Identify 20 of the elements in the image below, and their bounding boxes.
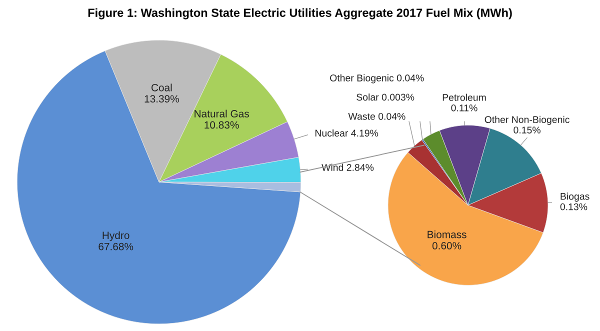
data-label: 0.15% [514, 126, 540, 134]
slice-label: Natural Gas [194, 110, 249, 118]
data-label: 13.39% [144, 95, 179, 103]
data-label: 67.68% [98, 242, 134, 250]
slice-label: Biomass [428, 230, 466, 238]
data-label: 0.60% [432, 242, 462, 250]
slice-label: Petroleum [442, 94, 486, 101]
slice-label: Waste 0.04% [348, 112, 406, 120]
data-label: 0.11% [451, 104, 478, 112]
slice-label: Solar 0.003% [356, 93, 414, 101]
slice-label: Nuclear 4.19% [315, 129, 378, 137]
data-label: 0.13% [560, 203, 588, 210]
data-label: 10.83% [204, 121, 239, 129]
slice-label: Other Biogenic 0.04% [330, 74, 424, 84]
slice-label: Biogas [560, 192, 590, 202]
chart-title: Figure 1: Washington State Electric Utilities Aggregate 2017 Fuel Mix (MWh) [88, 8, 512, 20]
slice-label: Wind 2.84% [322, 164, 374, 171]
slice-label: Coal [152, 84, 172, 92]
slice-label: Other Non-Biogenic [484, 116, 570, 125]
slice-label: Hydro [102, 231, 130, 242]
